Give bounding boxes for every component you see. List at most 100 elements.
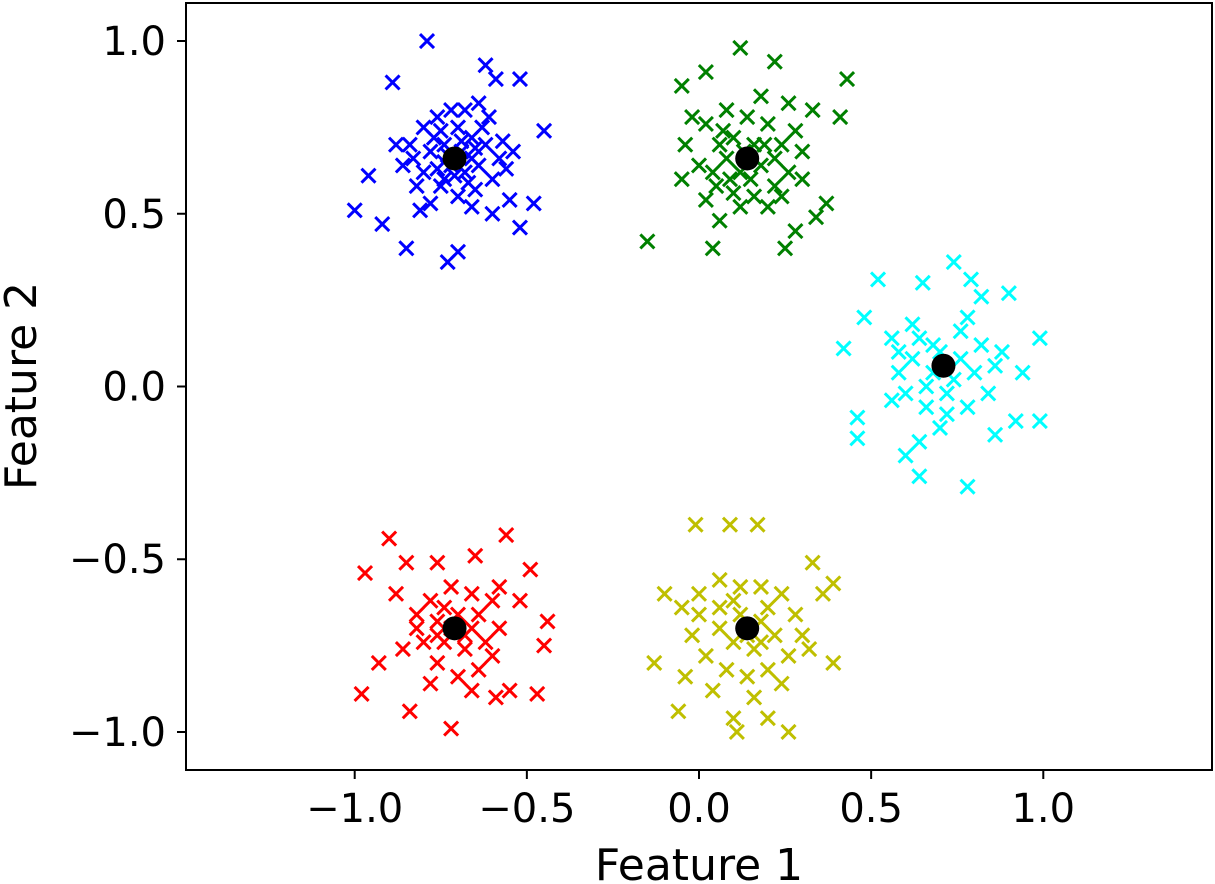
data-point [443,720,460,737]
data-point [539,613,556,630]
data-point [725,710,742,727]
data-point [959,478,976,495]
data-point [1007,412,1024,430]
data-point [477,57,494,74]
data-point [394,157,411,174]
data-point [704,240,721,257]
data-point [422,195,439,212]
data-point [711,571,728,589]
data-point [443,102,460,119]
data-point [687,516,704,533]
data-point [536,637,553,654]
data-point [911,468,928,485]
data-point [384,74,401,91]
data-point [697,64,714,81]
data-point [491,620,508,637]
data-point [353,685,370,703]
data-point [1031,330,1048,347]
data-point [1031,412,1048,430]
data-point [408,620,425,637]
data-point [501,682,518,699]
data-point [477,136,494,153]
data-point [725,634,742,651]
data-point [487,70,504,88]
data-point [966,364,983,381]
data-point [673,171,690,188]
data-point [780,164,797,181]
data-point [725,129,742,146]
data-point [962,271,980,288]
y-axis-label: Feature 2 [0,282,47,490]
data-point [918,378,935,395]
data-point [746,689,763,706]
data-point [752,634,770,651]
data-point [690,585,708,602]
data-point [938,385,955,402]
data-point [911,330,928,347]
data-point [525,195,542,212]
cluster-center-point [442,616,467,641]
data-point [704,682,721,699]
data-point [728,723,745,741]
data-point [415,164,432,181]
data-point [381,530,398,547]
data-point [777,240,794,257]
cluster-center-point [442,146,467,171]
data-point [814,585,832,602]
data-point [418,32,436,50]
data-point [787,606,804,623]
data-point [405,150,422,167]
data-point [883,330,900,347]
data-point [370,654,387,671]
data-point [721,516,739,533]
data-point [890,343,907,361]
data-point [807,209,825,226]
data-point [952,350,969,367]
data-point [460,174,477,191]
data-point [993,343,1011,361]
data-point [973,336,990,354]
data-point [646,654,663,671]
data-point [794,143,811,160]
data-point [759,710,776,727]
data-point [415,634,432,651]
data-point [449,668,467,685]
data-point [711,620,728,637]
data-point [484,647,501,665]
data-point [394,641,411,658]
data-point [869,271,887,288]
data-point [470,157,487,174]
data-point [467,140,484,157]
data-point [742,171,759,188]
x-tick-label: 1.0 [1011,786,1075,832]
data-point [897,385,914,402]
data-point [697,115,714,132]
data-point [732,39,749,56]
data-point [463,585,480,602]
data-point [739,108,756,126]
data-point [987,426,1004,443]
data-point [804,554,821,571]
data-point [732,198,749,215]
data-point [429,554,446,571]
data-point [463,198,480,215]
data-point [766,53,783,70]
data-point [408,606,425,623]
data-point [690,157,708,174]
data-point [911,433,928,450]
y-tick-label: 0.0 [102,365,166,411]
data-point [773,188,790,205]
data-point [711,136,728,153]
data-point [918,399,935,416]
data-point [446,167,463,184]
data-point [739,668,756,685]
data-point [401,703,418,720]
data-point [759,661,776,678]
data-point [401,136,418,153]
y-axis: −1.0 −0.5 0.0 0.5 1.0 [69,19,186,756]
data-point [484,592,501,609]
data-point [356,565,374,582]
data-point [759,115,776,132]
data-point [766,627,783,644]
